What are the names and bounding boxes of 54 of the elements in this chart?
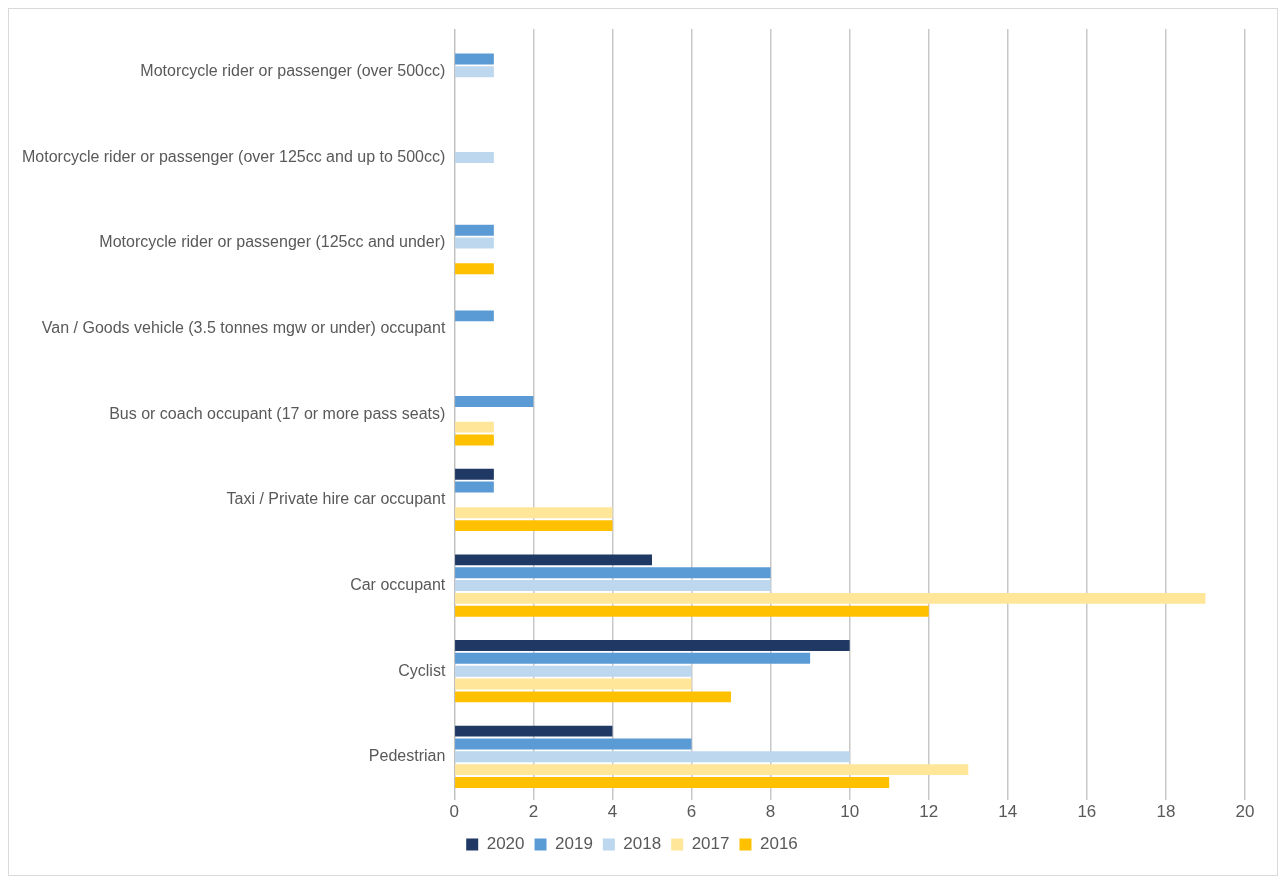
bar (455, 237, 494, 249)
bar (455, 580, 771, 591)
x-tick-label: 12 (919, 802, 939, 822)
y-tick-label: Van / Goods vehicle (3.5 tonnes mgw or under) occupant (41, 319, 446, 337)
legend-label: 2017 (691, 834, 730, 854)
y-tick-label: Pedestrian (368, 747, 446, 765)
bar (455, 66, 494, 78)
x-tick-label: 2 (528, 802, 539, 822)
y-tick-label: Motorcycle rider or passenger (125cc and under) (99, 233, 446, 251)
y-tick-label: Bus or coach occupant (17 or more pass seats) (109, 404, 446, 422)
x-tick-label: 10 (840, 802, 860, 822)
x-tick-label: 8 (765, 802, 776, 822)
legend-label: 2019 (555, 834, 593, 854)
legend-label: 2018 (623, 834, 662, 854)
bar (455, 554, 652, 566)
x-tick-label: 4 (607, 802, 618, 822)
bar (455, 421, 494, 433)
bar (455, 224, 494, 236)
bar (455, 434, 494, 446)
bar (455, 53, 494, 65)
bar (455, 678, 692, 690)
x-tick-label: 6 (686, 802, 697, 822)
bar (455, 481, 494, 493)
bar (455, 777, 890, 788)
x-tick-label: 14 (998, 802, 1018, 822)
bar (455, 468, 494, 480)
legend-label: 2020 (486, 834, 525, 854)
bar (455, 310, 494, 322)
bar (455, 567, 771, 579)
bar (455, 764, 969, 776)
bar (455, 738, 692, 750)
bar (455, 665, 692, 677)
y-tick-label: Cyclist (398, 661, 446, 679)
legend-label: 2016 (759, 834, 798, 854)
x-tick-label: 16 (1077, 802, 1097, 822)
x-tick-label: 20 (1235, 802, 1255, 822)
bar (455, 605, 929, 617)
bar (455, 691, 732, 703)
bar (455, 751, 850, 763)
bar (455, 640, 850, 651)
bar (455, 652, 811, 664)
bar (455, 151, 494, 163)
y-tick-label: Car occupant (350, 575, 446, 593)
bar (455, 263, 494, 275)
y-tick-label: Motorcycle rider or passenger (over 125cc and up to 500cc) (21, 147, 446, 165)
x-tick-label: 0 (449, 802, 460, 822)
y-tick-label: Motorcycle rider or passenger (over 500cc) (140, 62, 446, 80)
bar (455, 520, 613, 532)
bar (455, 507, 613, 519)
bar (455, 396, 534, 407)
bar (455, 592, 1206, 604)
y-tick-label: Taxi / Private hire car occupant (226, 490, 446, 508)
x-tick-label: 18 (1156, 802, 1176, 822)
bar (455, 725, 613, 737)
